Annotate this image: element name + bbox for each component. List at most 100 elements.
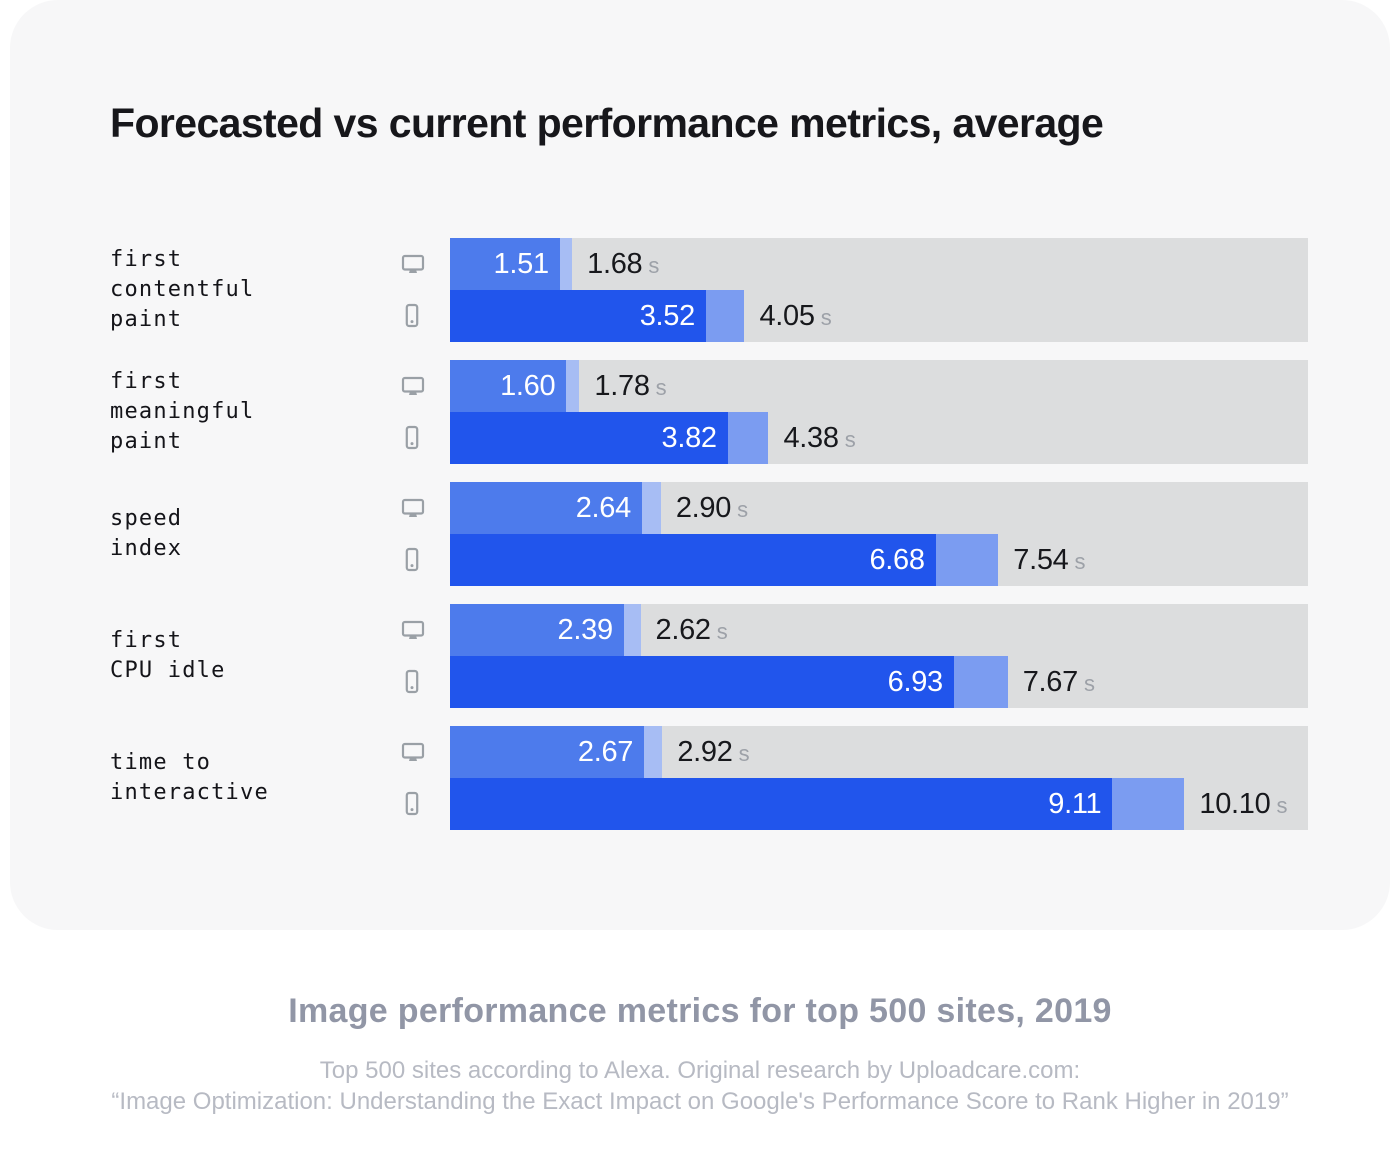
metric-label-line: time to: [110, 750, 212, 775]
bar-forecasted-mobile: 3.52: [450, 290, 706, 342]
unit-seconds: s: [844, 426, 856, 452]
bar-current-delta-desktop: [566, 360, 580, 412]
current-value: 1.68 s: [587, 247, 660, 280]
current-value: 2.92 s: [677, 735, 750, 768]
metric-group: first meaningful paint 1.60 1.78 s 3.82 4.38 s: [110, 360, 1308, 464]
forecasted-value: 3.82: [661, 421, 718, 454]
metric-label-line: paint: [110, 429, 183, 454]
metric-label-line: index: [110, 536, 183, 561]
footer-subtext: Top 500 sites according to Alexa. Origin…: [0, 1055, 1400, 1117]
bar-forecasted-desktop: 1.51: [450, 238, 560, 290]
current-value: 7.67 s: [1022, 665, 1095, 698]
bar-current-delta-desktop: [623, 604, 641, 656]
bar-track-desktop: 2.67 2.92 s: [450, 726, 1308, 778]
mobile-icon: [405, 669, 419, 694]
metric-label-line: first: [110, 369, 183, 394]
footer-subtext-line2: “Image Optimization: Understanding the E…: [111, 1088, 1289, 1115]
bar-track-desktop: 1.60 1.78 s: [450, 360, 1308, 412]
chart-rows: first contentful paint 1.51 1.68 s 3.52 4.05 s fi…: [110, 238, 1308, 830]
bar-current-delta-mobile: [705, 290, 745, 342]
metric-label: speed index: [110, 482, 400, 586]
bar-track-mobile: 6.68 7.54 s: [450, 534, 1308, 586]
metric-label-line: meaningful: [110, 399, 255, 424]
mobile-icon: [405, 791, 419, 816]
mobile-icon: [405, 425, 419, 450]
bars: 2.64 2.90 s 6.68 7.54 s: [450, 482, 1308, 586]
metric-label: first meaningful paint: [110, 360, 400, 464]
bars: 1.60 1.78 s 3.82 4.38 s: [450, 360, 1308, 464]
footer: Image performance metrics for top 500 si…: [0, 992, 1400, 1117]
device-icons: [400, 482, 450, 586]
bars: 1.51 1.68 s 3.52 4.05 s: [450, 238, 1308, 342]
unit-seconds: s: [737, 496, 748, 522]
bar-track-desktop: 1.51 1.68 s: [450, 238, 1308, 290]
current-value: 1.78 s: [594, 369, 667, 402]
bar-track-mobile: 9.11 10.10 s: [450, 778, 1308, 830]
forecasted-value: 2.64: [575, 491, 632, 524]
mobile-icon-cell: [400, 412, 450, 464]
chart-area: first contentful paint 1.51 1.68 s 3.52 4.05 s fi…: [110, 238, 1308, 848]
desktop-icon: [401, 742, 425, 761]
device-icons: [400, 726, 450, 830]
bar-forecasted-mobile: 6.93: [450, 656, 954, 708]
forecasted-value: 2.39: [557, 613, 614, 646]
desktop-icon-cell: [400, 238, 450, 290]
desktop-icon-cell: [400, 726, 450, 778]
bar-track-desktop: 2.39 2.62 s: [450, 604, 1308, 656]
forecasted-value: 3.52: [639, 299, 696, 332]
forecasted-value: 1.60: [500, 369, 556, 402]
metric-label: first contentful paint: [110, 238, 400, 342]
bar-track-desktop: 2.64 2.90 s: [450, 482, 1308, 534]
bar-forecasted-desktop: 2.64: [450, 482, 642, 534]
bar-current-delta-desktop: [641, 482, 661, 534]
bar-current-delta-mobile: [1112, 778, 1185, 830]
chart-title: Forecasted vs current performance metric…: [110, 100, 1104, 146]
metric-label: first CPU idle: [110, 604, 400, 708]
bars: 2.67 2.92 s 9.11 10.10 s: [450, 726, 1308, 830]
desktop-icon: [401, 498, 425, 517]
current-value: 2.90 s: [675, 491, 748, 524]
metric-label-line: interactive: [110, 780, 269, 805]
device-icons: [400, 604, 450, 708]
bar-track-mobile: 3.82 4.38 s: [450, 412, 1308, 464]
bar-forecasted-mobile: 9.11: [450, 778, 1113, 830]
bars: 2.39 2.62 s 6.93 7.67 s: [450, 604, 1308, 708]
mobile-icon-cell: [400, 656, 450, 708]
metric-label-line: paint: [110, 307, 183, 332]
forecasted-value: 6.93: [887, 665, 944, 698]
bar-forecasted-desktop: 2.67: [450, 726, 645, 778]
unit-seconds: s: [738, 740, 750, 766]
desktop-icon: [401, 254, 425, 273]
mobile-icon: [405, 303, 419, 328]
desktop-icon-cell: [400, 360, 450, 412]
metric-label-line: first: [110, 628, 183, 653]
current-value: 4.05 s: [759, 299, 832, 332]
footer-title: Image performance metrics for top 500 si…: [288, 992, 1112, 1030]
footer-subtext-line1: Top 500 sites according to Alexa. Origin…: [319, 1057, 1081, 1084]
device-icons: [400, 360, 450, 464]
unit-seconds: s: [1083, 670, 1095, 696]
mobile-icon-cell: [400, 778, 450, 830]
bar-forecasted-desktop: 1.60: [450, 360, 567, 412]
device-icons: [400, 238, 450, 342]
desktop-icon-cell: [400, 482, 450, 534]
bar-track-mobile: 3.52 4.05 s: [450, 290, 1308, 342]
current-value: 7.54 s: [1013, 543, 1086, 576]
desktop-icon-cell: [400, 604, 450, 656]
unit-seconds: s: [655, 374, 667, 400]
current-value: 10.10 s: [1199, 787, 1288, 820]
bar-track-mobile: 6.93 7.67 s: [450, 656, 1308, 708]
unit-seconds: s: [716, 618, 728, 644]
metric-group: time to interactive 2.67 2.92 s 9.11 10.10 s: [110, 726, 1308, 830]
unit-seconds: s: [820, 304, 832, 330]
mobile-icon-cell: [400, 290, 450, 342]
forecasted-value: 9.11: [1048, 787, 1102, 820]
metric-group: speed index 2.64 2.90 s 6.68 7.54 s: [110, 482, 1308, 586]
bar-current-delta-mobile: [727, 412, 769, 464]
bar-current-delta-desktop: [559, 238, 573, 290]
metric-label-line: speed: [110, 506, 183, 531]
metric-group: first CPU idle 2.39 2.62 s 6.93 7.67 s: [110, 604, 1308, 708]
desktop-icon: [401, 620, 425, 639]
unit-seconds: s: [1276, 792, 1288, 818]
forecasted-value: 6.68: [869, 543, 925, 576]
